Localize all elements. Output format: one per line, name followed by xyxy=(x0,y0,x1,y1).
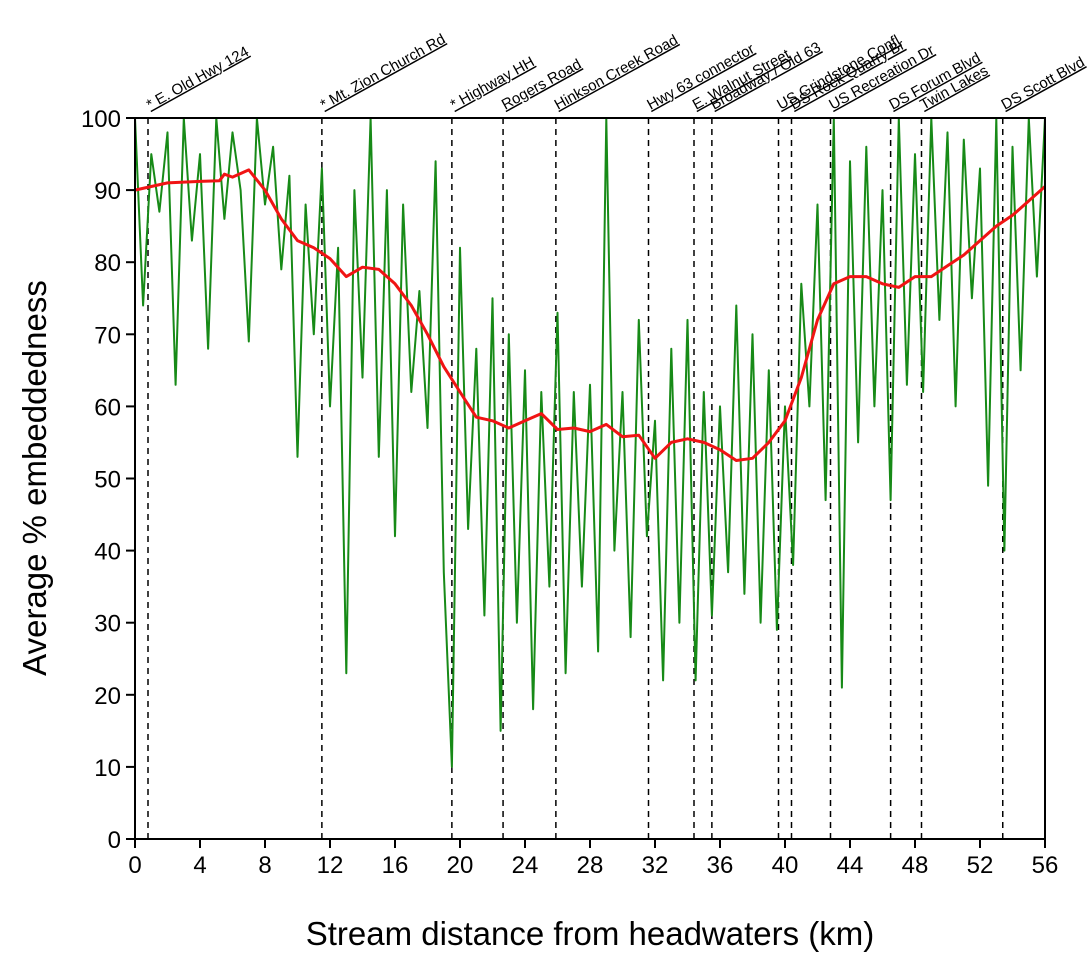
y-tick-label: 100 xyxy=(81,106,121,133)
y-tick-label: 90 xyxy=(94,178,121,205)
y-tick-label: 60 xyxy=(94,394,121,421)
x-tick-label: 8 xyxy=(258,852,271,879)
y-tick-label: 70 xyxy=(94,322,121,349)
x-tick-label: 28 xyxy=(577,852,604,879)
y-tick-label: 40 xyxy=(94,539,121,566)
x-axis-title: Stream distance from headwaters (km) xyxy=(306,915,875,952)
data-line xyxy=(134,117,1046,768)
y-tick-label: 50 xyxy=(94,467,121,494)
marker-label: * Mt. Zion Church Rd xyxy=(318,31,449,114)
x-tick-label: 48 xyxy=(902,852,929,879)
x-tick-label: 32 xyxy=(642,852,669,879)
marker-label: * E. Old Hwy 124 xyxy=(144,43,252,113)
y-axis-title: Average % embeddedness xyxy=(16,280,53,676)
x-tick-label: 40 xyxy=(772,852,799,879)
x-tick-label: 4 xyxy=(193,852,206,879)
y-tick-label: 0 xyxy=(108,827,121,854)
x-tick-label: 16 xyxy=(382,852,409,879)
x-tick-label: 56 xyxy=(1032,852,1059,879)
y-tick-label: 10 xyxy=(94,755,121,782)
x-tick-label: 20 xyxy=(447,852,474,879)
x-tick-label: 44 xyxy=(837,852,864,879)
data-line xyxy=(134,168,1046,462)
x-tick-label: 36 xyxy=(707,852,734,879)
plot-frame xyxy=(134,117,1046,840)
marker-label: DS Scott Blvd xyxy=(998,54,1087,114)
x-tick-label: 24 xyxy=(512,852,539,879)
y-tick-label: 80 xyxy=(94,250,121,277)
y-tick-label: 20 xyxy=(94,683,121,710)
x-tick-label: 12 xyxy=(317,852,344,879)
y-tick-label: 30 xyxy=(94,611,121,638)
x-tick-label: 0 xyxy=(128,852,141,879)
x-tick-label: 52 xyxy=(967,852,994,879)
marker-label: * Highway HH xyxy=(448,53,538,113)
